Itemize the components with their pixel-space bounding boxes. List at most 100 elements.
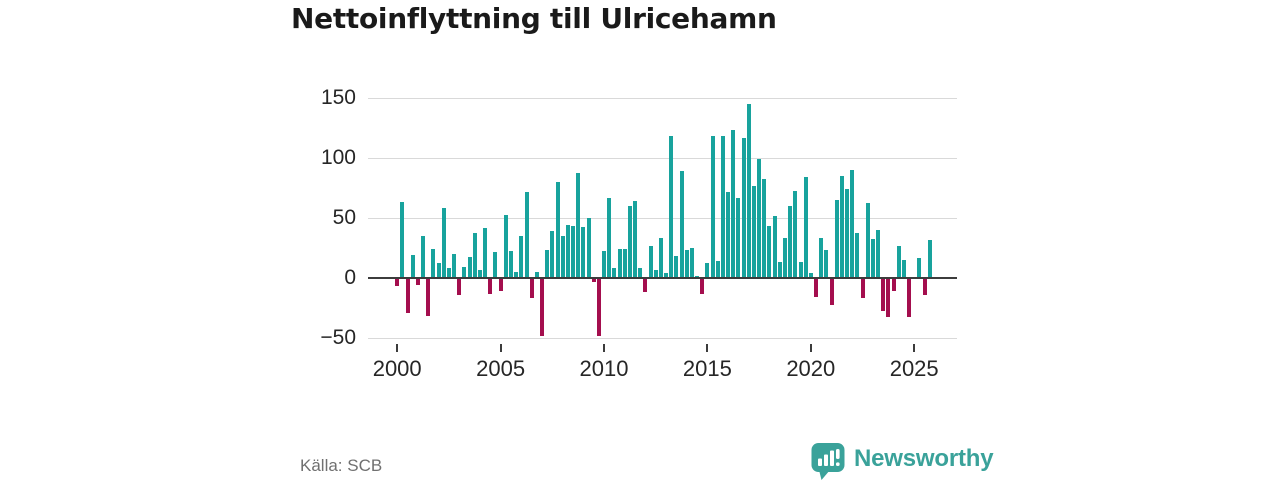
bar-positive [845, 188, 849, 278]
bar-negative [886, 278, 891, 317]
y-gridline [368, 157, 957, 159]
bar-positive [664, 272, 668, 278]
bar-positive [658, 237, 663, 278]
bar-positive [534, 271, 539, 278]
bar-positive [648, 246, 653, 278]
bar-negative [814, 278, 818, 297]
bar-positive [705, 263, 710, 278]
bar-positive [421, 235, 426, 278]
y-gridline [368, 97, 957, 99]
bar-positive [726, 192, 731, 278]
bar-positive [653, 270, 658, 278]
bar-negative [829, 278, 834, 305]
bar-positive [669, 135, 674, 278]
bar-positive [410, 254, 415, 278]
bar-positive [808, 272, 813, 278]
bar-negative [415, 278, 420, 285]
bar-positive [452, 253, 457, 278]
bar-positive [855, 233, 860, 278]
x-axis-tick [913, 344, 916, 352]
bar-positive [689, 247, 694, 278]
bar-positive [901, 259, 906, 278]
bar-positive [674, 255, 679, 278]
bar-positive [834, 199, 839, 278]
bar-negative [700, 278, 705, 295]
bar-positive [715, 260, 720, 278]
bar-positive [503, 215, 508, 278]
bar-positive [472, 233, 477, 278]
zero-axis-line [368, 276, 957, 279]
bar-positive [720, 135, 725, 278]
x-axis-tick [809, 344, 812, 352]
bar-positive [798, 261, 803, 278]
bar-positive [917, 258, 922, 278]
bar-positive [777, 261, 782, 278]
bar-positive [927, 240, 932, 278]
bar-positive [736, 198, 741, 278]
bar-positive [519, 235, 524, 278]
bar-negative [881, 278, 886, 311]
bar-positive [839, 175, 844, 278]
bar-positive [876, 229, 880, 278]
bar-positive [524, 192, 529, 278]
bar-positive [508, 251, 513, 278]
bar-positive [441, 207, 446, 278]
bar-positive [684, 249, 689, 278]
newsworthy-logo: Newsworthy [811, 442, 994, 480]
bar-positive [896, 246, 901, 278]
bar-negative [907, 278, 911, 317]
bar-negative [405, 278, 410, 314]
bar-positive [477, 270, 482, 278]
bar-positive [545, 249, 550, 278]
bar-positive [431, 248, 436, 278]
newsworthy-bar-chart-bubble-icon [811, 443, 845, 480]
y-axis-tick-label: −50 [320, 326, 356, 349]
x-axis-tick [603, 344, 605, 352]
bar-positive [731, 129, 736, 278]
bar-positive [467, 257, 472, 278]
x-axis-tick-label: 2000 [372, 356, 422, 381]
bar-positive [751, 186, 756, 278]
newsworthy-wordmark: Newsworthy [854, 445, 994, 472]
bar-negative [529, 278, 534, 298]
x-axis-tick [499, 344, 502, 352]
bar-positive [493, 252, 498, 278]
bar-positive [571, 225, 575, 278]
bar-positive [824, 249, 829, 278]
bar-positive [627, 205, 632, 278]
bar-positive [679, 170, 684, 278]
bar-positive [746, 103, 751, 278]
y-axis-tick-label: 0 [344, 266, 356, 289]
bar-positive [617, 248, 622, 278]
x-axis-tick [396, 344, 399, 352]
bar-positive [638, 267, 643, 278]
y-axis-tick-label: 100 [320, 146, 356, 169]
bar-positive [622, 248, 627, 278]
bar-negative [498, 278, 503, 291]
bar-positive [586, 217, 591, 278]
bar-positive [633, 200, 637, 278]
bar-positive [462, 266, 467, 278]
bar-positive [767, 225, 772, 278]
bar-negative [596, 278, 601, 337]
bar-positive [850, 169, 855, 278]
bar-positive [607, 198, 612, 278]
bar-positive [612, 267, 617, 278]
x-axis-tick-label: 2025 [889, 356, 939, 381]
bar-negative [540, 278, 544, 337]
bar-positive [710, 135, 715, 278]
bar-positive [865, 203, 870, 278]
bar-positive [783, 237, 787, 278]
bar-positive [602, 251, 606, 278]
bar-negative [488, 278, 493, 295]
bar-negative [591, 278, 596, 283]
bar-positive [741, 138, 746, 278]
bar-positive [550, 230, 555, 278]
bar-positive [514, 271, 519, 278]
x-axis-tick-label: 2020 [786, 356, 836, 381]
bar-positive [576, 173, 581, 278]
y-axis-tick-label: 50 [332, 206, 356, 229]
bar-positive [819, 237, 824, 278]
bar-positive [483, 228, 488, 278]
